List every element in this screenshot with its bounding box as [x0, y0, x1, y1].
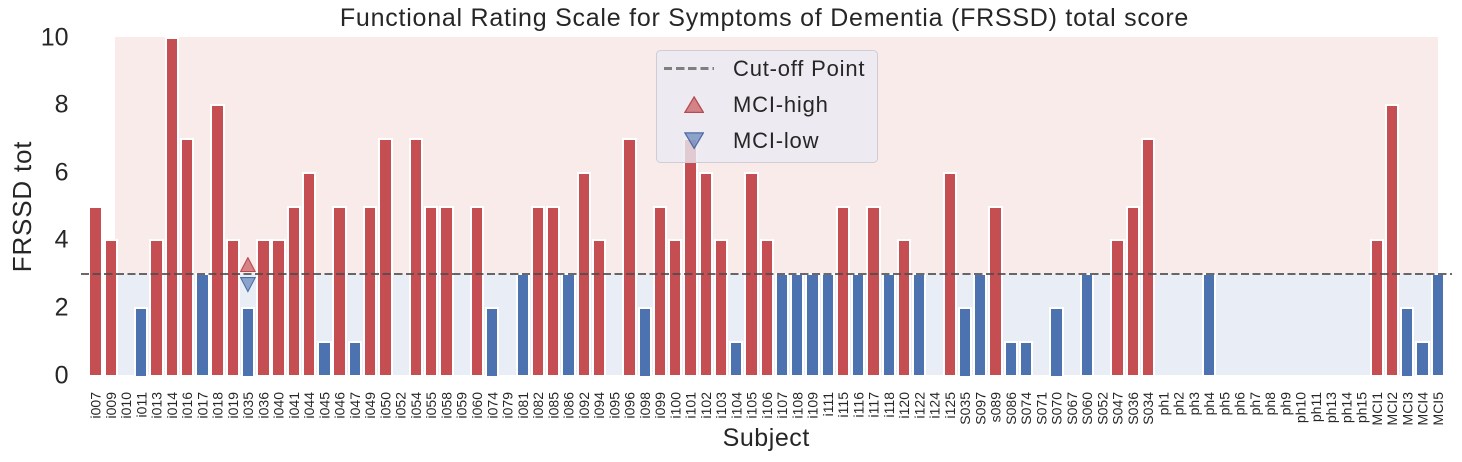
svg-text:S060: S060	[1079, 392, 1095, 425]
svg-text:i101: i101	[683, 392, 699, 419]
svg-text:i054: i054	[408, 392, 424, 419]
svg-text:S047: S047	[1110, 392, 1126, 425]
svg-text:i014: i014	[164, 392, 180, 419]
svg-text:i009: i009	[103, 392, 119, 419]
svg-text:ph3: ph3	[1186, 392, 1202, 416]
svg-text:i016: i016	[179, 392, 195, 419]
svg-text:S074: S074	[1018, 392, 1034, 425]
svg-text:ph13: ph13	[1323, 392, 1339, 423]
svg-text:i103: i103	[713, 392, 729, 419]
svg-text:S034: S034	[1140, 392, 1156, 425]
svg-text:i041: i041	[286, 392, 302, 419]
svg-text:i125: i125	[942, 392, 958, 419]
svg-text:S036: S036	[1125, 392, 1141, 425]
svg-text:i046: i046	[332, 392, 348, 419]
svg-text:i035: i035	[240, 392, 256, 419]
svg-text:MCI1: MCI1	[1369, 392, 1385, 426]
svg-text:i094: i094	[591, 392, 607, 419]
svg-text:i118: i118	[881, 392, 897, 418]
svg-text:S097: S097	[972, 392, 988, 425]
svg-text:ph8: ph8	[1262, 392, 1278, 416]
svg-text:i085: i085	[545, 392, 561, 419]
svg-text:i059: i059	[454, 392, 470, 419]
svg-text:i116: i116	[850, 392, 866, 418]
svg-text:i108: i108	[789, 392, 805, 419]
svg-text:i100: i100	[667, 392, 683, 419]
svg-text:MCI4: MCI4	[1415, 392, 1431, 426]
svg-text:i120: i120	[896, 392, 912, 419]
svg-text:i079: i079	[500, 392, 516, 419]
svg-text:ph7: ph7	[1247, 392, 1263, 416]
svg-text:S035: S035	[957, 392, 973, 425]
svg-text:ph15: ph15	[1354, 392, 1370, 423]
svg-text:i044: i044	[301, 392, 317, 419]
svg-text:i111: i111	[820, 392, 836, 417]
svg-text:i104: i104	[728, 392, 744, 419]
svg-text:i096: i096	[622, 392, 638, 419]
svg-text:i017: i017	[195, 392, 211, 419]
svg-text:i052: i052	[393, 392, 409, 419]
svg-text:i018: i018	[210, 392, 226, 419]
svg-text:i122: i122	[911, 392, 927, 419]
svg-text:FRSSD tot: FRSSD tot	[7, 141, 37, 272]
svg-text:i010: i010	[118, 392, 134, 419]
svg-text:i013: i013	[149, 392, 165, 419]
svg-text:i050: i050	[378, 392, 394, 419]
svg-text:i098: i098	[637, 392, 653, 419]
svg-text:S086: S086	[1003, 392, 1019, 425]
svg-text:i045: i045	[317, 392, 333, 419]
svg-text:i102: i102	[698, 392, 714, 419]
svg-text:i049: i049	[362, 392, 378, 419]
svg-text:i011: i011	[133, 392, 149, 418]
svg-text:i060: i060	[469, 392, 485, 419]
svg-text:i124: i124	[927, 392, 943, 419]
svg-text:i117: i117	[866, 392, 882, 418]
svg-text:i109: i109	[805, 392, 821, 419]
svg-text:i095: i095	[606, 392, 622, 419]
svg-text:ph4: ph4	[1201, 392, 1217, 416]
svg-text:S067: S067	[1064, 392, 1080, 425]
svg-text:i082: i082	[530, 392, 546, 419]
svg-text:MCI2: MCI2	[1384, 392, 1400, 426]
svg-text:ph6: ph6	[1232, 392, 1248, 416]
svg-text:i086: i086	[561, 392, 577, 419]
svg-text:i107: i107	[774, 392, 790, 419]
svg-text:ph9: ph9	[1277, 392, 1293, 416]
svg-text:MCI3: MCI3	[1399, 392, 1415, 426]
svg-text:ph14: ph14	[1338, 392, 1354, 423]
svg-text:S070: S070	[1049, 392, 1065, 425]
svg-text:ph2: ph2	[1171, 392, 1187, 416]
svg-text:ph10: ph10	[1293, 392, 1309, 423]
svg-text:i074: i074	[484, 392, 500, 419]
svg-text:MCI5: MCI5	[1430, 392, 1446, 426]
svg-text:i092: i092	[576, 392, 592, 419]
svg-text:i106: i106	[759, 392, 775, 419]
svg-text:i036: i036	[256, 392, 272, 419]
svg-text:S052: S052	[1094, 392, 1110, 425]
svg-text:i040: i040	[271, 392, 287, 419]
svg-text:i007: i007	[88, 392, 104, 419]
svg-text:ph5: ph5	[1216, 392, 1232, 416]
svg-text:i081: i081	[515, 392, 531, 419]
svg-text:i099: i099	[652, 392, 668, 419]
svg-text:S071: S071	[1033, 392, 1049, 425]
svg-text:i019: i019	[225, 392, 241, 419]
svg-text:i058: i058	[439, 392, 455, 419]
svg-text:i115: i115	[835, 392, 851, 418]
svg-text:ph1: ph1	[1155, 392, 1171, 416]
svg-text:i105: i105	[744, 392, 760, 419]
svg-text:i047: i047	[347, 392, 363, 419]
svg-text:ph11: ph11	[1308, 392, 1324, 422]
svg-text:i055: i055	[423, 392, 439, 419]
svg-text:s089: s089	[988, 392, 1004, 423]
